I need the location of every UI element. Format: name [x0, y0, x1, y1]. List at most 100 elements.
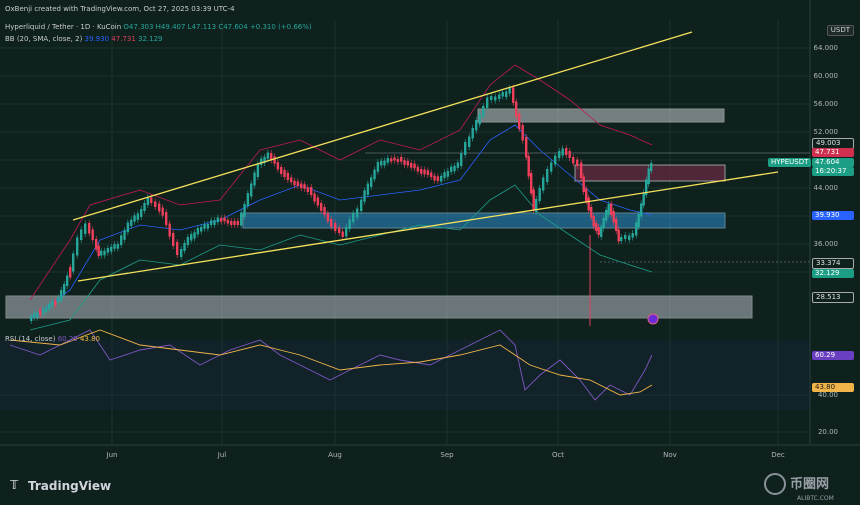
candle-body	[48, 304, 51, 309]
candle-body	[88, 223, 91, 234]
candle-body	[631, 233, 634, 238]
candle-body	[326, 213, 330, 222]
candle-body	[390, 158, 393, 162]
candle-body	[213, 220, 216, 225]
candle-body	[270, 153, 273, 161]
rsi-value: 43.80	[79, 335, 101, 343]
candle-body	[97, 245, 100, 256]
candle-body	[615, 219, 618, 231]
candle-body	[345, 227, 348, 237]
candle-body	[572, 157, 575, 164]
candle-body	[486, 97, 489, 108]
candle-body	[436, 176, 440, 181]
candle-body	[176, 242, 179, 255]
time-label: Oct	[551, 451, 565, 459]
candle-body	[203, 224, 206, 229]
candle-body	[161, 207, 164, 216]
candle-body	[446, 171, 450, 177]
logo: TradingView	[28, 479, 111, 493]
candle-body	[323, 207, 326, 215]
candle-body	[36, 312, 39, 318]
candle-body	[376, 162, 380, 172]
candle-body	[306, 187, 310, 192]
candle-body	[521, 125, 524, 141]
symbol-line: Hyperliquid / Tether · 1D · KuCoin O47.3…	[5, 23, 312, 32]
candle-body	[587, 197, 590, 211]
bb-basis-tag: 39.930	[812, 211, 854, 220]
candle-body	[597, 227, 600, 235]
candle-body	[498, 94, 501, 99]
candle-body	[490, 96, 493, 100]
candle-body	[635, 222, 638, 236]
candle-body	[80, 229, 83, 240]
candle-body	[642, 192, 645, 206]
time-label: Nov	[663, 451, 677, 459]
logo-mark: 𝕋	[10, 478, 19, 492]
candle-body	[450, 166, 453, 172]
candle-body	[628, 235, 631, 240]
candle-body	[386, 158, 390, 163]
rsi-line	[9, 329, 653, 401]
candle-body	[283, 170, 286, 177]
candle-body	[136, 213, 140, 220]
candle-body	[406, 160, 410, 166]
unit-button[interactable]: USDT	[826, 25, 854, 36]
candle-body	[313, 193, 316, 202]
candle-body	[505, 91, 508, 97]
candle-body	[45, 307, 48, 312]
bb-label: BB (20, SMA, close, 2)	[5, 35, 83, 43]
symbol: Hyperliquid / Tether · 1D · KuCoin	[5, 23, 122, 31]
candle-body	[140, 209, 143, 217]
candle-body	[373, 169, 376, 180]
candle-body	[637, 214, 640, 227]
rsi-tag: 60.29	[812, 351, 854, 360]
candle-body	[580, 162, 583, 178]
bb-value: 32.129	[138, 35, 163, 43]
candle-body	[240, 212, 243, 226]
candle-body	[133, 215, 136, 222]
candle-body	[468, 136, 471, 147]
rsi-axis-label: 20.00	[817, 428, 838, 436]
candle-body	[69, 267, 72, 278]
candle-body	[530, 173, 533, 194]
candle-body	[116, 244, 120, 249]
candle-body	[568, 151, 571, 158]
rsi-value: 60.29	[57, 335, 78, 343]
candle-body	[123, 230, 126, 240]
candle-body	[193, 232, 196, 239]
candle-body	[341, 231, 344, 237]
candle-body	[130, 219, 133, 226]
time-label: Dec	[771, 451, 785, 459]
candle-body	[273, 156, 276, 164]
candle-body	[475, 120, 478, 131]
candle-body	[250, 183, 253, 197]
candle-body	[363, 190, 366, 202]
candle-body	[243, 204, 246, 217]
rsi-ma-tag: 43.80	[812, 383, 854, 392]
candle-body	[538, 188, 541, 201]
candles	[30, 84, 653, 324]
attribution: OxBenji created with TradingView.com, Oc…	[5, 5, 235, 13]
candle-body	[246, 193, 250, 206]
candle-body	[443, 172, 446, 178]
bb-upper	[29, 64, 653, 301]
candle-body	[647, 168, 650, 184]
candle-body	[165, 212, 168, 225]
candle-body	[582, 176, 585, 192]
candle-body	[426, 170, 430, 175]
candle-body	[620, 237, 623, 241]
candle-body	[453, 165, 456, 172]
candle-body	[186, 237, 190, 245]
candle-body	[554, 155, 557, 165]
candle-body	[303, 184, 306, 189]
candle-body	[253, 172, 256, 186]
candle-body	[196, 228, 200, 235]
candle-body	[126, 222, 130, 233]
candle-body	[154, 201, 157, 207]
candle-body	[263, 156, 266, 164]
candle-body	[226, 219, 230, 224]
event-icon	[647, 313, 659, 325]
bb-line: BB (20, SMA, close, 2) 39.930 47.731 32.…	[5, 35, 163, 44]
